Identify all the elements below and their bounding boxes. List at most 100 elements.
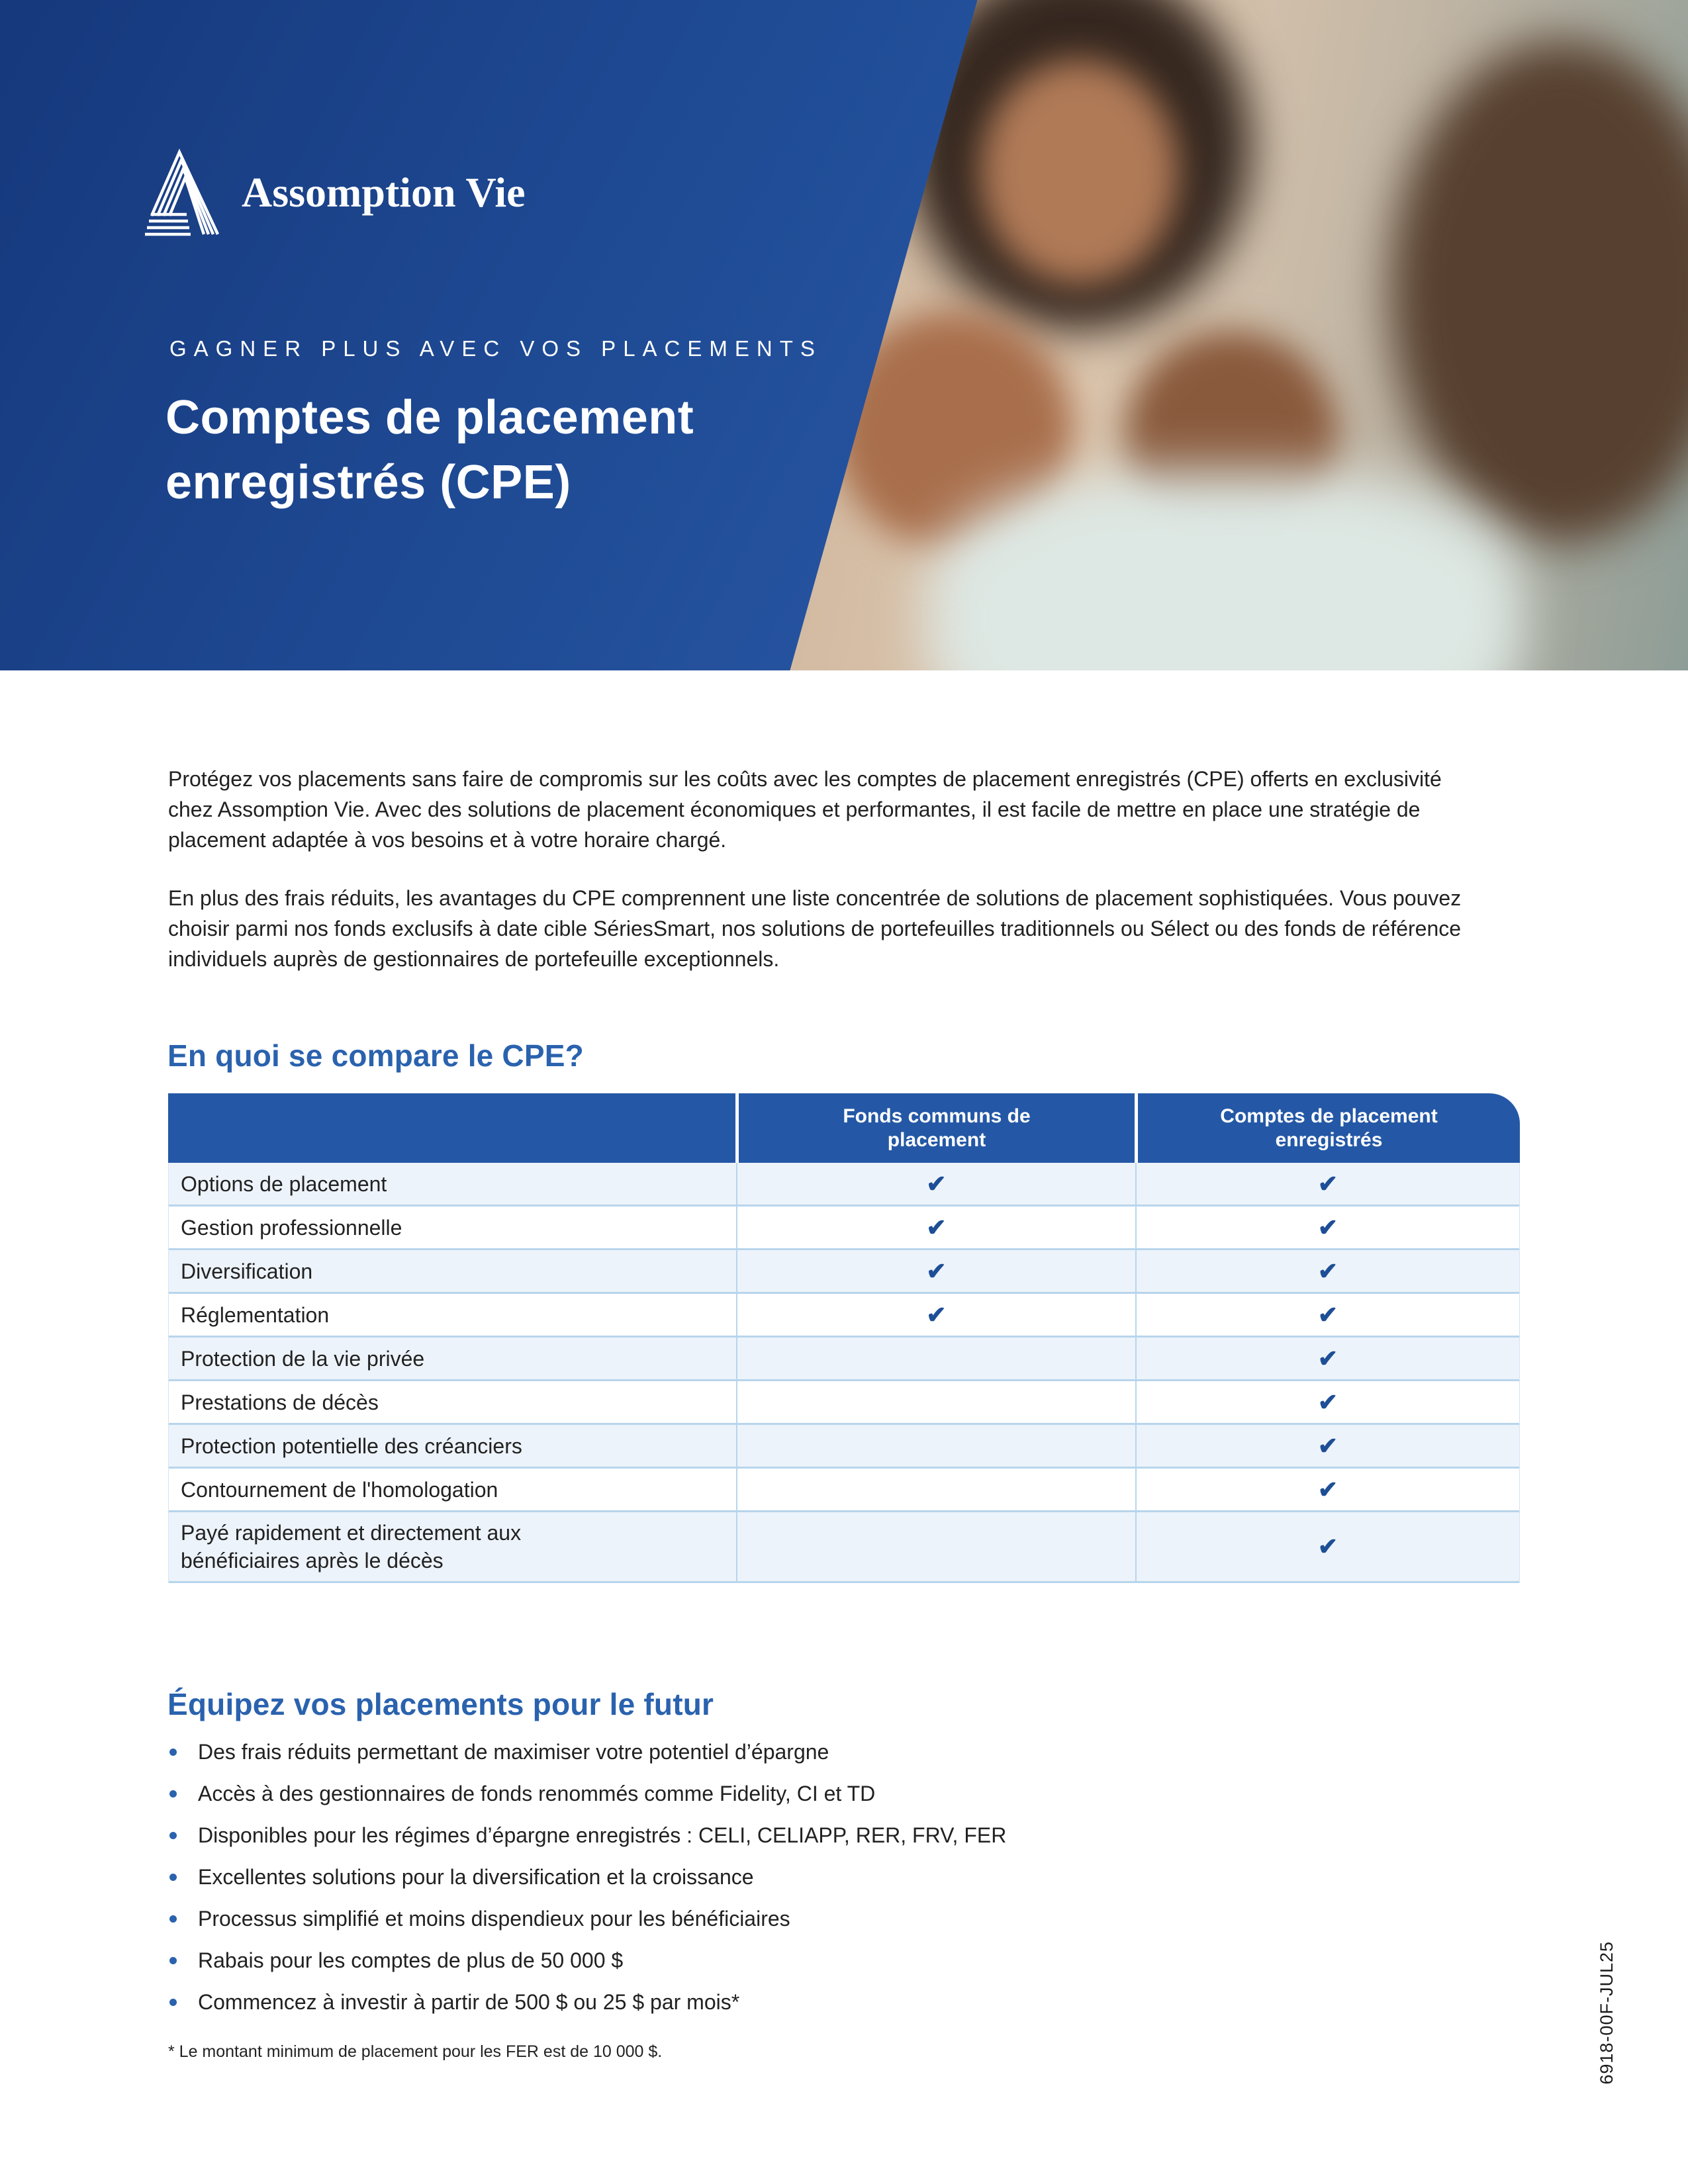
- list-item: Des frais réduits permettant de maximise…: [169, 1731, 1006, 1773]
- header-label: Fonds communs de placement: [843, 1105, 1031, 1151]
- list-item-text: Excellentes solutions pour la diversific…: [198, 1865, 754, 1889]
- assomption-logo-icon: [145, 148, 220, 236]
- table-row: Gestion professionnelle ✔ ✔: [169, 1206, 1519, 1250]
- row-label-cell: Contournement de l'homologation: [169, 1469, 736, 1510]
- checkmark-icon: ✔: [926, 1300, 947, 1328]
- header-cell-fonds-communs: Fonds communs de placement: [735, 1093, 1135, 1163]
- list-item-text: Processus simplifié et moins dispendieux…: [198, 1907, 790, 1931]
- row-label-cell: Prestations de décès: [169, 1381, 736, 1423]
- row-label-cell: Protection de la vie privée: [169, 1338, 736, 1379]
- header-label: Comptes de placement enregistrés: [1220, 1105, 1438, 1151]
- checkmark-icon: ✔: [1317, 1213, 1338, 1241]
- table-row: Payé rapidement et directement aux bénéf…: [169, 1512, 1519, 1583]
- list-item: Excellentes solutions pour la diversific…: [169, 1856, 1006, 1898]
- hero-banner: Assomption Vie GAGNER PLUS AVEC VOS PLAC…: [0, 0, 1688, 670]
- list-item: Rabais pour les comptes de plus de 50 00…: [169, 1940, 1006, 1981]
- fcp-check-cell: [736, 1469, 1135, 1510]
- header-cell-empty: [168, 1093, 735, 1163]
- row-label: Réglementation: [181, 1302, 330, 1327]
- photo-shape: [980, 60, 1178, 285]
- list-item: Disponibles pour les régimes d’épargne e…: [169, 1815, 1006, 1856]
- row-label-cell: Gestion professionnelle: [169, 1206, 736, 1248]
- assomption-logo: Assomption Vie: [141, 147, 526, 238]
- row-label: Payé rapidement et directement aux bénéf…: [181, 1521, 522, 1572]
- fcp-check-cell: ✔: [736, 1206, 1135, 1248]
- table-row: Prestations de décès ✔: [169, 1381, 1519, 1425]
- bullet-icon: [169, 1832, 177, 1839]
- intro-paragraph-1: Protégez vos placements sans faire de co…: [168, 767, 1442, 852]
- cpe-check-cell: ✔: [1135, 1425, 1519, 1467]
- table-row: Options de placement ✔ ✔: [169, 1163, 1519, 1206]
- list-item-text: Accès à des gestionnaires de fonds renom…: [198, 1782, 876, 1805]
- bullet-icon: [169, 1957, 177, 1964]
- table-row: Contournement de l'homologation ✔: [169, 1469, 1519, 1512]
- list-item-text: Commencez à investir à partir de 500 $ o…: [198, 1990, 740, 2014]
- photo-shape: [927, 472, 1523, 670]
- list-item-text: Des frais réduits permettant de maximise…: [198, 1740, 829, 1764]
- table-row: Protection potentielle des créanciers ✔: [169, 1425, 1519, 1469]
- row-label: Contournement de l'homologation: [181, 1477, 498, 1502]
- cpe-check-cell: ✔: [1135, 1163, 1519, 1205]
- page-title: Comptes de placement enregistrés (CPE): [165, 385, 694, 515]
- assomption-logo-text: Assomption Vie: [242, 169, 526, 216]
- page-title-line2: enregistrés (CPE): [165, 456, 571, 509]
- list-item-text: Disponibles pour les régimes d’épargne e…: [198, 1823, 1007, 1847]
- page-title-line1: Comptes de placement: [165, 391, 694, 444]
- header-cell-cpe: Comptes de placement enregistrés: [1135, 1093, 1520, 1163]
- row-label: Options de placement: [181, 1171, 387, 1196]
- fcp-check-cell: [736, 1425, 1135, 1467]
- checkmark-icon: ✔: [1317, 1344, 1338, 1372]
- fcp-check-cell: [736, 1338, 1135, 1379]
- checkmark-icon: ✔: [1317, 1257, 1338, 1285]
- comparison-table: Fonds communs de placement Comptes de pl…: [168, 1093, 1520, 1583]
- fcp-check-cell: [736, 1381, 1135, 1423]
- row-label-cell: Payé rapidement et directement aux bénéf…: [169, 1512, 736, 1581]
- cpe-check-cell: ✔: [1135, 1294, 1519, 1336]
- fcp-check-cell: ✔: [736, 1294, 1135, 1336]
- photo-shape: [1390, 40, 1688, 543]
- row-label: Diversification: [181, 1259, 313, 1283]
- bullet-icon: [169, 1915, 177, 1923]
- cpe-check-cell: ✔: [1135, 1250, 1519, 1292]
- checkmark-icon: ✔: [926, 1257, 947, 1285]
- checkmark-icon: ✔: [1317, 1432, 1338, 1459]
- cpe-check-cell: ✔: [1135, 1469, 1519, 1510]
- benefits-heading: Équipez vos placements pour le futur: [167, 1687, 714, 1721]
- document-code: 6918-00F-JUL25: [1597, 1941, 1617, 2085]
- table-row: Diversification ✔ ✔: [169, 1250, 1519, 1294]
- table-header-row: Fonds communs de placement Comptes de pl…: [168, 1093, 1520, 1163]
- hero-eyebrow: GAGNER PLUS AVEC VOS PLACEMENTS: [169, 336, 822, 361]
- checkmark-icon: ✔: [1317, 1169, 1338, 1197]
- cpe-check-cell: ✔: [1135, 1206, 1519, 1248]
- checkmark-icon: ✔: [1317, 1300, 1338, 1328]
- table-row: Protection de la vie privée ✔: [169, 1338, 1519, 1381]
- table-row: Réglementation ✔ ✔: [169, 1294, 1519, 1338]
- comparison-heading: En quoi se compare le CPE?: [167, 1038, 584, 1073]
- intro-paragraph-2: En plus des frais réduits, les avantages…: [168, 886, 1462, 971]
- checkmark-icon: ✔: [926, 1213, 947, 1241]
- row-label-cell: Options de placement: [169, 1163, 736, 1205]
- bullet-icon: [169, 1999, 177, 2006]
- row-label-cell: Réglementation: [169, 1294, 736, 1336]
- footnote: * Le montant minimum de placement pour l…: [168, 2042, 663, 2061]
- family-photo: [755, 0, 1688, 670]
- row-label: Gestion professionnelle: [181, 1215, 402, 1240]
- fcp-check-cell: ✔: [736, 1163, 1135, 1205]
- cpe-check-cell: ✔: [1135, 1381, 1519, 1423]
- benefits-list: Des frais réduits permettant de maximise…: [169, 1731, 1006, 2023]
- checkmark-icon: ✔: [1317, 1533, 1338, 1560]
- row-label-cell: Diversification: [169, 1250, 736, 1292]
- row-label-cell: Protection potentielle des créanciers: [169, 1425, 736, 1467]
- table-body: Options de placement ✔ ✔ Gestion profess…: [168, 1163, 1520, 1583]
- bullet-icon: [169, 1790, 177, 1797]
- bullet-icon: [169, 1874, 177, 1881]
- row-label: Prestations de décès: [181, 1390, 379, 1414]
- checkmark-icon: ✔: [1317, 1388, 1338, 1416]
- bullet-icon: [169, 1749, 177, 1756]
- checkmark-icon: ✔: [1317, 1475, 1338, 1503]
- fcp-check-cell: [736, 1512, 1135, 1581]
- hero-blue-shape: [0, 0, 978, 670]
- fcp-check-cell: ✔: [736, 1250, 1135, 1292]
- list-item: Accès à des gestionnaires de fonds renom…: [169, 1773, 1006, 1815]
